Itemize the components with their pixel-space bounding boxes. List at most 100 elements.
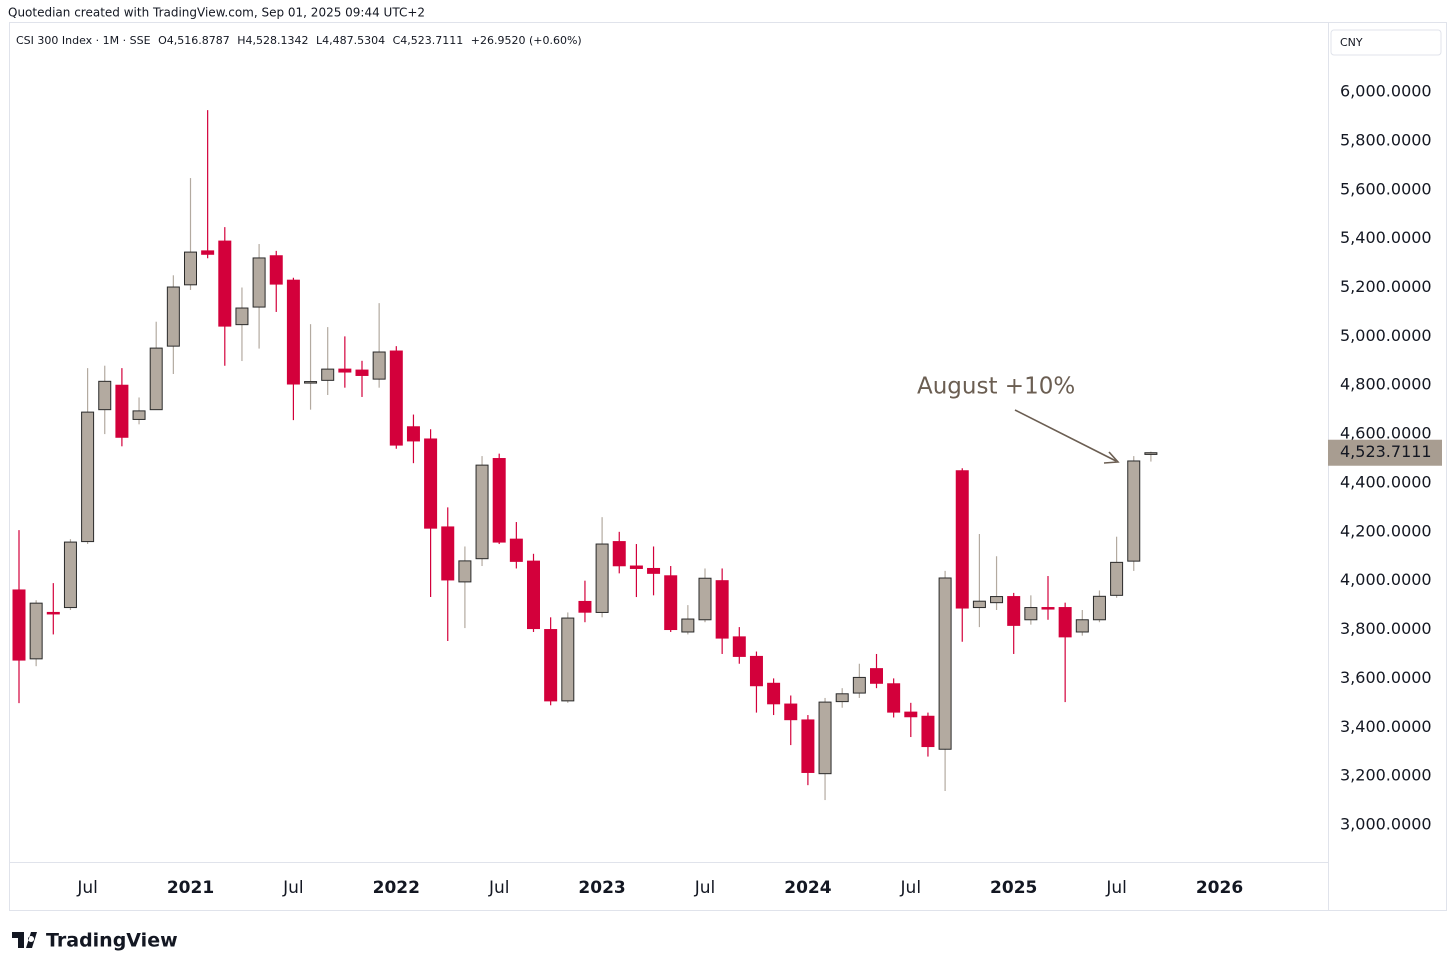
candle-body: [1007, 596, 1021, 626]
y-tick-label: 4,800.0000: [1340, 375, 1432, 394]
candle-body: [441, 526, 455, 581]
ohlc: H4,528.1342: [237, 34, 308, 47]
candle-body: [372, 351, 386, 380]
ohlc: O4,516.8787: [158, 34, 230, 47]
candle-body: [235, 307, 249, 326]
candle-body: [749, 655, 763, 687]
candle-body: [218, 240, 232, 327]
x-tick-label: Jul: [694, 878, 716, 898]
candle-body: [870, 668, 883, 684]
y-tick-label: 5,600.0000: [1340, 179, 1432, 198]
candle-body: [698, 577, 712, 621]
x-tick-label: 2021: [167, 878, 214, 898]
annotation: August +10%: [917, 374, 1075, 400]
y-tick-label: 5,000.0000: [1340, 326, 1432, 345]
y-tick-label: 3,400.0000: [1340, 717, 1432, 736]
x-tick-label: Jul: [1105, 878, 1127, 898]
logo: [12, 932, 37, 948]
x-tick-label: 2024: [784, 878, 831, 898]
candle-body: [715, 580, 729, 639]
candle-body: [527, 560, 540, 630]
y-tick-label: 4,400.0000: [1340, 472, 1432, 491]
x-tick-label: 2022: [373, 878, 420, 898]
candle-body: [561, 617, 575, 702]
candle-body: [12, 589, 26, 661]
y-tick-label: 5,200.0000: [1340, 277, 1432, 296]
x-tick-label: 2025: [990, 878, 1037, 898]
candle-body: [269, 255, 283, 285]
candle-body: [784, 703, 798, 721]
last-price-label: 4,523.7111: [1340, 442, 1432, 461]
candle-body: [149, 347, 163, 411]
candle-body: [647, 567, 661, 574]
candle-body: [492, 458, 506, 543]
annotation-arrow: [1014, 409, 1117, 462]
candle-body: [612, 541, 626, 567]
candle-body: [406, 426, 420, 442]
candle-body: [1127, 460, 1141, 562]
candle-body: [355, 369, 369, 376]
x-tick-label: Jul: [282, 878, 304, 898]
candle-body: [801, 719, 815, 773]
candle-body: [887, 683, 901, 713]
candle-body: [1041, 607, 1055, 610]
candle-body: [389, 350, 403, 446]
candle-body: [835, 693, 849, 703]
candle-body: [338, 368, 352, 373]
candle-body: [544, 629, 558, 702]
candle-body: [321, 368, 335, 381]
candle-body: [29, 602, 43, 660]
currency-box: [1330, 29, 1442, 56]
candle-body: [286, 279, 300, 385]
candle-body: [629, 565, 643, 569]
arrow-head: [1103, 451, 1120, 464]
candle-body: [904, 711, 918, 718]
y-tick-label: 5,800.0000: [1340, 130, 1432, 149]
candle-body: [1144, 452, 1158, 455]
frame: [9, 22, 1447, 911]
candle-body: [1075, 619, 1089, 633]
candle-body: [818, 701, 832, 775]
candle-body: [184, 251, 197, 286]
x-tick-label: Jul: [900, 878, 922, 898]
x-tick-label: Jul: [488, 878, 510, 898]
x-tick-label: 2023: [578, 878, 625, 898]
y-tick-label: 3,800.0000: [1340, 619, 1432, 638]
candle-body: [972, 600, 986, 609]
candle-body: [732, 636, 746, 657]
candle-body: [990, 596, 1004, 604]
y-tick-label: 5,400.0000: [1340, 228, 1432, 247]
candle-body: [201, 250, 215, 255]
candle-body: [424, 438, 438, 529]
y-tick-label: 3,600.0000: [1340, 668, 1432, 687]
candle-body: [921, 715, 935, 748]
ohlc: C4,523.7111: [393, 34, 464, 47]
candle-body: [509, 538, 523, 562]
y-tick-label: 4,000.0000: [1340, 570, 1432, 589]
symbol: CSI 300 Index · 1M · SSE: [16, 34, 151, 47]
x-tick-label: 2026: [1196, 878, 1243, 898]
currency: CNY: [1340, 36, 1363, 49]
y-tick-label: 4,600.0000: [1340, 424, 1432, 443]
candle-body: [681, 618, 695, 633]
candle-body: [1092, 595, 1106, 621]
candle-body: [81, 411, 95, 543]
x-tick-label: Jul: [76, 878, 98, 898]
candle-body: [595, 543, 609, 613]
candle-body: [98, 380, 112, 411]
ohlc: L4,487.5304: [316, 34, 385, 47]
candle-body: [938, 577, 952, 750]
candle-body: [1110, 561, 1124, 596]
candle-body: [115, 384, 129, 438]
candle-body: [252, 257, 266, 308]
y-tick-label: 3,200.0000: [1340, 766, 1432, 785]
candle-body: [767, 682, 781, 705]
candle-body: [458, 560, 472, 583]
candle-body: [955, 470, 969, 609]
candle-body: [578, 600, 592, 613]
y-tick-label: 6,000.0000: [1340, 82, 1432, 101]
last-price-box: [1328, 439, 1442, 466]
credit: Quotedian created with TradingView.com, …: [8, 6, 425, 20]
candle-body: [852, 676, 866, 694]
